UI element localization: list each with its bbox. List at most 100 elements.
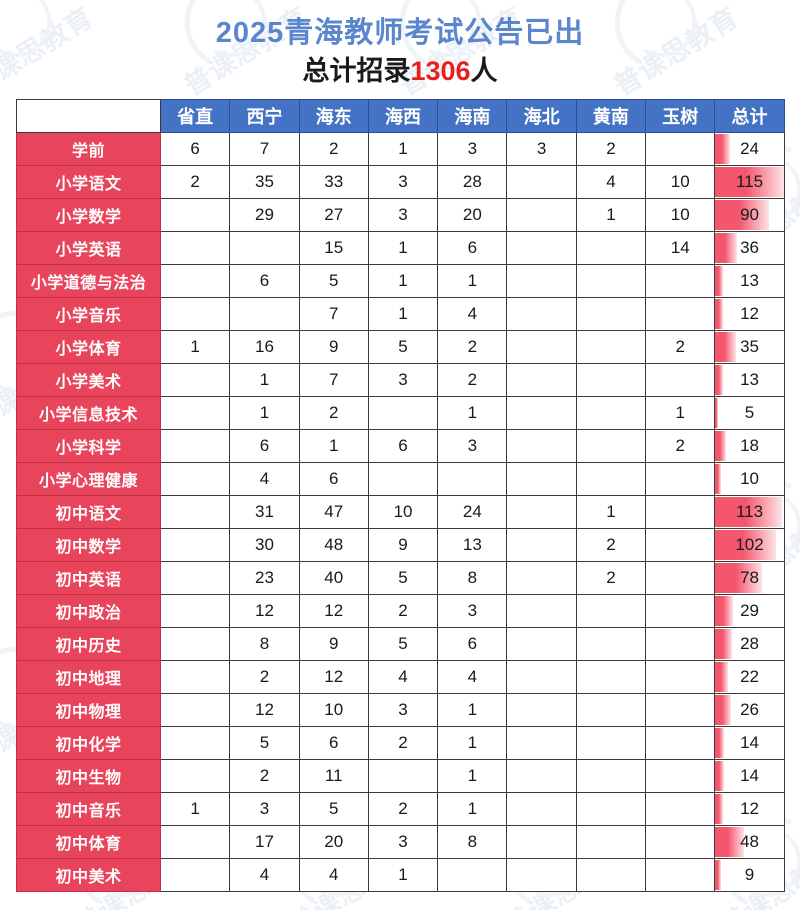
- cell-value: [645, 824, 716, 859]
- total-value: 48: [740, 831, 759, 851]
- cell-value: 1: [575, 197, 647, 232]
- cell-value: [575, 791, 647, 826]
- cell-total: 14: [714, 758, 785, 793]
- cell-value: 12: [298, 659, 369, 694]
- cell-value: 24: [437, 494, 508, 529]
- cell-value: 1: [437, 395, 508, 430]
- cell-value: [229, 296, 300, 331]
- cell-total: 22: [714, 659, 785, 694]
- table-row: 初中音乐 1 3 5 2 1 12: [16, 791, 785, 826]
- cell-value: [437, 857, 508, 892]
- table-row: 小学语文 2 35 33 3 28 4 10 115: [16, 164, 785, 199]
- total-data-bar: [715, 298, 723, 329]
- total-value: 18: [740, 435, 759, 455]
- cell-value: 2: [159, 164, 231, 199]
- total-value: 26: [740, 699, 759, 719]
- subtitle-prefix: 总计招录: [302, 55, 411, 86]
- cell-value: [506, 362, 577, 397]
- cell-value: 1: [437, 758, 508, 793]
- cell-value: [367, 395, 439, 430]
- recruitment-table-wrap: 省直 西宁 海东 海西 海南 海北 黄南 玉树 总计 学前 6 7 2 1 3 3 2 24 小学语文 2 35 33 3…: [16, 98, 785, 892]
- cell-value: 2: [367, 593, 439, 628]
- cell-value: 7: [229, 131, 300, 166]
- cell-value: [645, 527, 716, 562]
- cell-value: 23: [229, 560, 300, 595]
- cell-value: [159, 626, 231, 661]
- total-value: 35: [740, 336, 759, 356]
- cell-value: [506, 230, 577, 265]
- cell-total: 28: [714, 626, 785, 661]
- column-header-3: 海西: [367, 98, 439, 133]
- cell-value: 5: [367, 329, 439, 364]
- row-label: 初中生物: [16, 758, 161, 793]
- cell-value: 1: [437, 263, 508, 298]
- cell-value: 6: [367, 428, 439, 463]
- cell-total: 10: [714, 461, 785, 496]
- table-header: 省直 西宁 海东 海西 海南 海北 黄南 玉树 总计: [16, 98, 785, 133]
- row-label: 初中美术: [16, 857, 161, 892]
- cell-value: 12: [229, 692, 300, 727]
- cell-value: [159, 263, 231, 298]
- cell-value: 1: [159, 329, 231, 364]
- total-data-bar: [715, 727, 724, 758]
- total-data-bar: [715, 760, 724, 791]
- total-data-bar: [715, 265, 724, 296]
- cell-value: [575, 362, 647, 397]
- total-value: 24: [740, 138, 759, 158]
- column-header-4: 海南: [437, 98, 508, 133]
- row-label: 初中音乐: [16, 791, 161, 826]
- cell-value: 20: [298, 824, 369, 859]
- table-corner-cell: [16, 98, 161, 133]
- total-data-bar: [715, 793, 723, 824]
- cell-total: 26: [714, 692, 785, 727]
- cell-value: 4: [298, 857, 369, 892]
- cell-value: [159, 362, 231, 397]
- cell-value: 6: [437, 626, 508, 661]
- cell-value: 4: [229, 461, 300, 496]
- cell-value: [506, 824, 577, 859]
- cell-value: [645, 593, 716, 628]
- total-value: 102: [735, 534, 764, 554]
- cell-value: [437, 461, 508, 496]
- cell-value: 35: [229, 164, 300, 199]
- cell-value: 1: [575, 494, 647, 529]
- cell-value: 1: [229, 362, 300, 397]
- total-value: 12: [740, 798, 759, 818]
- column-header-1: 西宁: [229, 98, 300, 133]
- cell-value: 6: [298, 461, 369, 496]
- cell-value: 40: [298, 560, 369, 595]
- cell-value: [575, 296, 647, 331]
- cell-value: 3: [229, 791, 300, 826]
- table-row: 初中物理 12 10 3 1 26: [16, 692, 785, 727]
- column-header-6: 黄南: [575, 98, 647, 133]
- total-data-bar: [715, 826, 744, 857]
- row-label: 初中政治: [16, 593, 161, 628]
- cell-value: 5: [367, 626, 439, 661]
- table-row: 初中地理 2 12 4 4 22: [16, 659, 785, 694]
- cell-value: [575, 428, 647, 463]
- cell-value: 9: [298, 626, 369, 661]
- total-value: 29: [740, 600, 759, 620]
- table-row: 初中生物 2 11 1 14: [16, 758, 785, 793]
- cell-value: [506, 626, 577, 661]
- poster-title-block: 2025青海教师考试公告已出 总计招录1306人: [0, 0, 800, 89]
- cell-value: [506, 494, 577, 529]
- cell-value: [367, 758, 439, 793]
- table-row: 初中语文 31 47 10 24 1 113: [16, 494, 785, 529]
- cell-value: [506, 725, 577, 760]
- cell-value: [506, 593, 577, 628]
- cell-total: 9: [714, 857, 785, 892]
- cell-value: 4: [229, 857, 300, 892]
- cell-value: 1: [367, 296, 439, 331]
- cell-value: [645, 560, 716, 595]
- column-header-5: 海北: [506, 98, 577, 133]
- row-label: 初中体育: [16, 824, 161, 859]
- cell-value: [645, 692, 716, 727]
- cell-value: 9: [367, 527, 439, 562]
- cell-value: 10: [298, 692, 369, 727]
- row-label: 小学心理健康: [16, 461, 161, 496]
- row-label: 初中历史: [16, 626, 161, 661]
- total-data-bar: [715, 562, 762, 593]
- table-row: 初中历史 8 9 5 6 28: [16, 626, 785, 661]
